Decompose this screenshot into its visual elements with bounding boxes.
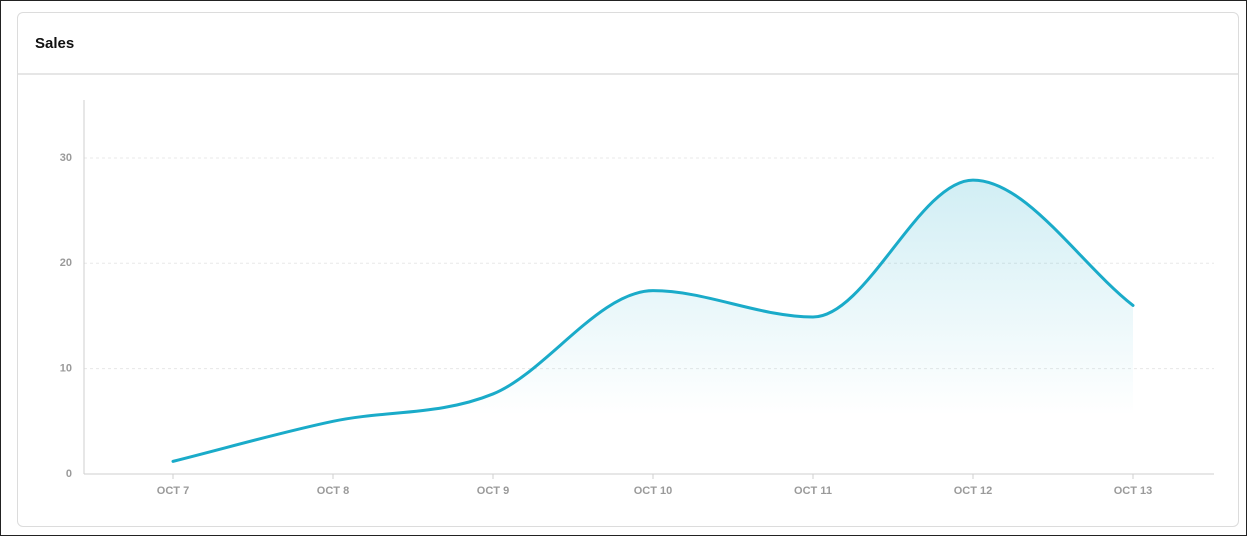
- y-tick-label: 30: [60, 152, 72, 164]
- x-tick-label: OCT 7: [157, 485, 189, 497]
- card-title: Sales: [18, 13, 1238, 75]
- line: [171, 178, 1135, 463]
- y-tick-label: 0: [66, 468, 72, 480]
- y-tick-label: 10: [60, 363, 72, 375]
- y-tick-label: 20: [60, 257, 72, 269]
- x-tick-label: OCT 11: [794, 485, 832, 497]
- x-tick-label: OCT 13: [1114, 485, 1153, 497]
- x-tick-label: OCT 10: [634, 485, 673, 497]
- x-tick-label: OCT 12: [954, 485, 993, 497]
- x-tick-label: OCT 9: [477, 485, 509, 497]
- x-tick-label: OCT 8: [317, 485, 349, 497]
- area: [173, 180, 1133, 474]
